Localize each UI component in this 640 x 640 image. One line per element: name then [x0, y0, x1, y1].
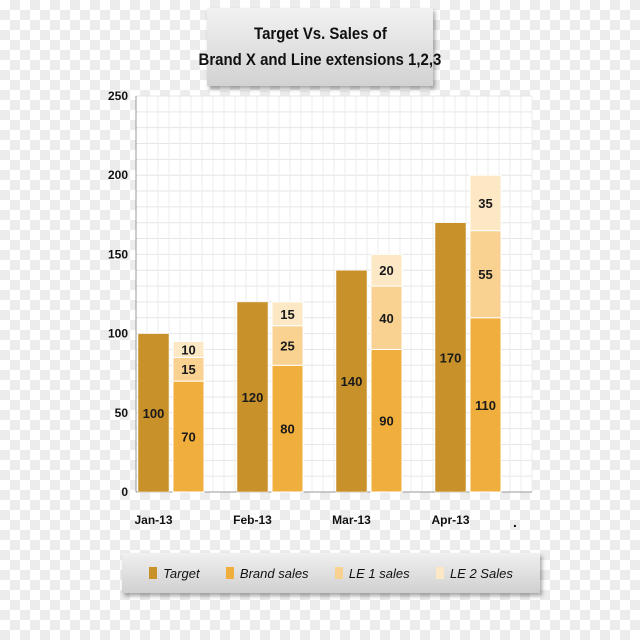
- data-label-stack: 25: [280, 338, 294, 353]
- y-tick-label: 0: [121, 485, 128, 499]
- data-label-stack: 80: [280, 422, 294, 437]
- data-label-stack: 40: [379, 311, 393, 326]
- legend-item-le2-sales: LE 2 Sales: [435, 565, 513, 581]
- legend-swatch-brand-sales: [225, 567, 234, 579]
- y-tick-label: 100: [108, 327, 128, 341]
- x-category-label: Jan-13: [134, 513, 172, 527]
- x-category-label: Feb-13: [233, 513, 272, 527]
- legend-label-target: Target: [163, 565, 200, 581]
- legend-item-le1-sales: LE 1 sales: [334, 565, 410, 581]
- legend-item-target: Target: [149, 565, 200, 581]
- y-tick-label: 250: [108, 89, 128, 103]
- bar-stack-brand-sales: [370, 348, 403, 493]
- bar-stack-brand-sales: [469, 317, 502, 493]
- data-label-target: 170: [440, 350, 462, 365]
- bar-target: [434, 222, 467, 493]
- y-tick-label: 50: [115, 406, 129, 420]
- bar-target: [137, 333, 170, 493]
- chart-title-line-2: Brand X and Line extensions 1,2,3: [198, 50, 442, 69]
- bar-stack-le2-sales: [370, 253, 403, 287]
- y-tick-label: 150: [108, 247, 128, 261]
- bar-stack-brand-sales: [271, 364, 304, 493]
- bar-stack-brand-sales: [172, 380, 205, 493]
- legend-label-le2-sales: LE 2 Sales: [449, 565, 513, 581]
- data-label-stack: 15: [181, 362, 195, 377]
- legend-swatch-le2-sales: [435, 567, 444, 579]
- data-label-stack: 55: [478, 267, 492, 282]
- bar-stack-le1-sales: [370, 285, 403, 350]
- bar-target: [236, 301, 269, 493]
- legend-label-brand-sales: Brand sales: [239, 565, 309, 581]
- data-label-stack: 110: [475, 398, 496, 413]
- data-label-target: 140: [341, 374, 363, 389]
- bar-stack-le2-sales: [469, 174, 502, 232]
- x-category-label: Apr-13: [431, 513, 469, 527]
- data-label-stack: 15: [280, 307, 294, 322]
- legend-label-le1-sales: LE 1 sales: [348, 565, 410, 581]
- data-label-stack: 70: [181, 430, 195, 445]
- chart-legend: Target Brand sales LE 1 sales LE 2 Sales: [122, 553, 540, 593]
- bar-target: [335, 269, 368, 493]
- data-label-target: 100: [143, 406, 165, 421]
- data-label-stack: 10: [181, 342, 195, 357]
- data-label-target: 120: [242, 390, 264, 405]
- legend-item-brand-sales: Brand sales: [225, 565, 309, 581]
- y-tick-label: 200: [108, 168, 128, 182]
- bar-stack-le2-sales: [271, 301, 304, 327]
- bar-stack-le1-sales: [469, 230, 502, 319]
- legend-swatch-target: [149, 567, 158, 579]
- data-label-stack: 90: [379, 414, 393, 429]
- trailing-category-label: .: [513, 514, 517, 530]
- data-label-stack: 35: [478, 196, 492, 211]
- data-label-stack: 20: [379, 263, 393, 278]
- chart-title-line-1: Target Vs. Sales of: [253, 24, 387, 43]
- chart-title: Target Vs. Sales of Brand X and Line ext…: [199, 8, 441, 86]
- x-category-label: Mar-13: [332, 513, 371, 527]
- bar-stack-le2-sales: [172, 341, 205, 358]
- legend-swatch-le1-sales: [334, 567, 343, 579]
